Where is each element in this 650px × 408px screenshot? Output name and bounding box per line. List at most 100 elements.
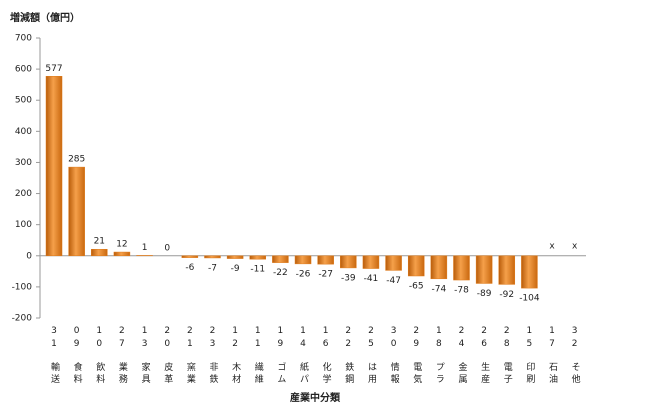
category-label: 金属 <box>456 362 467 386</box>
category-code: 21 <box>184 326 195 352</box>
bar <box>249 255 267 260</box>
bar <box>113 251 131 257</box>
bar <box>272 255 289 263</box>
category-code: 28 <box>501 326 512 352</box>
category-label: 家具 <box>139 362 150 386</box>
data-label: -26 <box>296 269 311 279</box>
category-code: 31 <box>49 326 60 352</box>
category-code: 15 <box>524 326 535 352</box>
data-label: 577 <box>45 64 62 74</box>
category-label: 非鉄 <box>207 362 218 386</box>
category-code: 20 <box>162 326 173 352</box>
category-label: 繊維 <box>252 362 263 386</box>
bar <box>475 255 493 284</box>
data-label: x <box>572 241 578 251</box>
y-tick-label: 0 <box>26 251 32 261</box>
category-code: 13 <box>139 326 150 352</box>
bar <box>521 255 538 289</box>
category-label: 業務 <box>116 362 127 386</box>
category-label: 電子 <box>501 362 512 386</box>
y-tick-label: 600 <box>15 65 32 75</box>
data-label: 21 <box>94 237 105 247</box>
bar <box>294 255 312 265</box>
category-code: 26 <box>479 326 490 352</box>
category-code: 24 <box>456 326 467 352</box>
data-label: -11 <box>250 265 265 275</box>
bar <box>430 255 448 280</box>
category-code: 18 <box>433 326 444 352</box>
category-label: ゴム <box>275 362 286 386</box>
y-axis-title: 増減額（億円） <box>10 11 80 24</box>
category-label: 皮革 <box>162 362 173 386</box>
y-tick-label: 300 <box>15 158 32 168</box>
category-label: 情報 <box>388 362 399 386</box>
bar <box>385 255 402 271</box>
y-tick-label: 700 <box>15 34 32 44</box>
bar <box>317 255 334 265</box>
category-label: 電気 <box>411 362 422 386</box>
data-label: -41 <box>364 274 379 284</box>
category-code: 16 <box>320 326 331 352</box>
category-code: 29 <box>411 326 422 352</box>
x-axis-title: 産業中分類 <box>290 391 341 404</box>
data-label: 1 <box>142 243 148 253</box>
y-tick-label: 200 <box>15 189 32 199</box>
category-label: 石油 <box>547 362 558 386</box>
category-label: 生産 <box>479 362 490 386</box>
category-code: 30 <box>388 326 399 352</box>
y-tick-label: 400 <box>15 127 32 137</box>
data-label: -9 <box>231 264 240 274</box>
y-tick-label: -200 <box>12 314 33 324</box>
category-label: 化学 <box>320 362 331 386</box>
category-code: 10 <box>94 326 105 352</box>
category-label: 鉄鋼 <box>343 362 354 386</box>
bar <box>68 166 85 257</box>
data-label: -104 <box>519 294 540 304</box>
data-label: 0 <box>164 243 170 253</box>
category-code: 25 <box>365 326 376 352</box>
data-label: -6 <box>185 263 194 273</box>
data-label: x <box>549 241 555 251</box>
data-label: -78 <box>454 286 469 296</box>
data-label: 285 <box>68 155 85 165</box>
category-label: 飲料 <box>94 362 105 386</box>
category-code: 17 <box>547 326 558 352</box>
category-label: 木材 <box>230 362 241 386</box>
category-code: 27 <box>116 326 127 352</box>
category-code: 11 <box>252 326 263 352</box>
bar <box>407 255 425 277</box>
y-tick-label: -100 <box>12 282 33 292</box>
category-code: 22 <box>343 326 354 352</box>
bar <box>91 248 108 257</box>
category-label: は用 <box>365 362 376 386</box>
category-label: 印刷 <box>524 362 535 386</box>
data-label: -92 <box>499 290 514 300</box>
bar <box>362 255 380 269</box>
category-label: 食料 <box>71 362 82 386</box>
category-label: 輸送 <box>49 362 60 386</box>
data-label: -22 <box>273 268 288 278</box>
bar <box>340 255 357 269</box>
data-label: -27 <box>318 270 333 280</box>
data-label: -74 <box>432 284 447 294</box>
data-label: 12 <box>116 240 127 250</box>
category-code: 09 <box>71 326 82 352</box>
data-label: -89 <box>477 289 492 299</box>
bar <box>498 255 516 285</box>
category-code: 23 <box>207 326 218 352</box>
y-tick-label: 100 <box>15 220 32 230</box>
category-code: 14 <box>298 326 309 352</box>
bar <box>226 255 244 259</box>
category-label: プラ <box>433 362 444 386</box>
category-code: 19 <box>275 326 286 352</box>
bar <box>453 255 470 281</box>
data-label: -7 <box>208 263 217 273</box>
category-label: 紙パ <box>298 362 309 386</box>
category-code: 12 <box>230 326 241 352</box>
bar <box>181 255 199 258</box>
category-code: 32 <box>569 326 580 352</box>
category-label: 窯業 <box>184 362 195 386</box>
y-tick-label: 500 <box>15 96 32 106</box>
